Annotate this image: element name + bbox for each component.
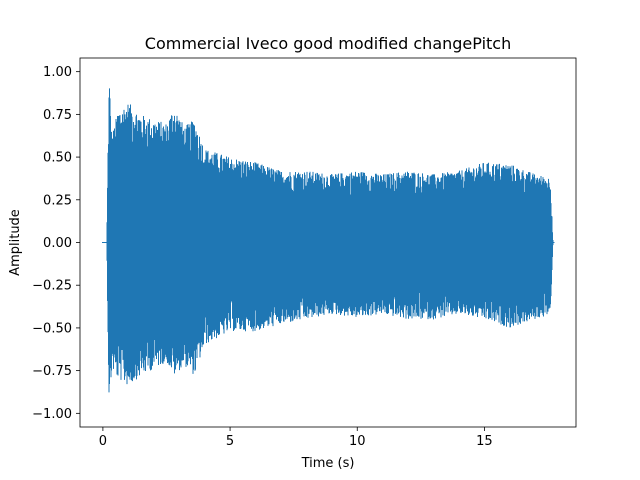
y-tick-label: 0.25 bbox=[43, 193, 72, 208]
x-tick-label: 0 bbox=[99, 434, 107, 449]
waveform-line bbox=[102, 88, 555, 393]
waveform-series bbox=[102, 88, 555, 393]
y-axis: −1.00 −0.75 −0.50 −0.25 0.00 0.25 0.50 0.75 1.00 bbox=[32, 65, 80, 422]
x-axis: 0 5 10 15 bbox=[99, 427, 493, 449]
y-tick-label: −0.75 bbox=[32, 364, 72, 379]
x-axis-label: Time (s) bbox=[301, 456, 355, 471]
y-tick-label: 0.75 bbox=[43, 108, 72, 123]
y-tick-label: 0.00 bbox=[43, 236, 72, 251]
y-tick-label: −0.25 bbox=[32, 279, 72, 294]
y-tick-label: −0.50 bbox=[32, 321, 72, 336]
y-tick-label: 0.50 bbox=[43, 151, 72, 166]
x-tick-label: 15 bbox=[476, 434, 493, 449]
y-tick-label: 1.00 bbox=[43, 65, 72, 80]
y-axis-label: Amplitude bbox=[8, 209, 23, 276]
y-tick-label: −1.00 bbox=[32, 407, 72, 422]
x-tick-label: 5 bbox=[226, 434, 234, 449]
chart-title: Commercial Iveco good modified changePit… bbox=[145, 34, 511, 53]
x-tick-label: 10 bbox=[349, 434, 366, 449]
